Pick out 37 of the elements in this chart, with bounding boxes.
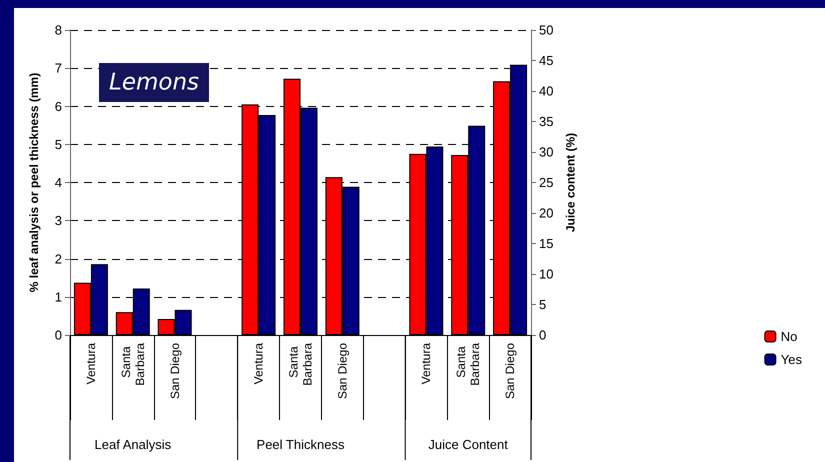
y2-tick-label: 0 [539, 328, 546, 342]
x-tick-label: Ventura [419, 342, 434, 384]
y-tick-label: 4 [54, 175, 62, 190]
legend-label: Yes [780, 352, 802, 367]
y2-tick-label: 35 [539, 114, 554, 129]
y2-tick-label: 5 [539, 297, 546, 312]
y2-tick-label: 15 [539, 236, 554, 251]
text: Juice Content [428, 437, 508, 452]
x-tick-label: Santa Barbara [454, 342, 482, 386]
text: Leaf Analysis [94, 437, 172, 452]
x-tick-label: Santa Barbara [286, 342, 314, 386]
legend-label: No [780, 329, 798, 344]
y-tick-label: 5 [54, 136, 62, 152]
y-axis-title: % leaf analysis or peel thickness (mm) [27, 72, 41, 292]
x-tick-label: San Diego [168, 342, 182, 400]
y-tick-label: 3 [54, 213, 62, 228]
y2-axis-title: Juice content (%) [563, 132, 578, 232]
y2-tick-label: 30 [539, 144, 554, 160]
text: Lemons [109, 70, 200, 96]
y2-tick-label: 40 [539, 84, 554, 98]
y-tick-label: 8 [54, 22, 62, 38]
y-tick-label: 1 [54, 289, 62, 304]
y-tick-label: 2 [54, 251, 62, 266]
y-tick-label: 6 [54, 98, 62, 114]
y2-tick-label: 10 [539, 266, 554, 282]
x-tick-label: Ventura [252, 342, 266, 384]
text: Peel Thickness [256, 437, 345, 452]
y2-tick-label: 20 [539, 206, 554, 220]
x-tick-label: San Diego [503, 342, 518, 400]
y-tick-label: 7 [54, 60, 62, 76]
x-tick-label: Ventura [84, 342, 98, 384]
y2-tick-label: 25 [539, 175, 554, 190]
x-tick-label: San Diego [335, 342, 350, 400]
x-tick-label: Santa Barbara [118, 342, 147, 386]
y2-tick-label: 50 [539, 22, 554, 38]
y2-tick-label: 45 [539, 53, 554, 68]
y-tick-label: 0 [54, 328, 62, 342]
